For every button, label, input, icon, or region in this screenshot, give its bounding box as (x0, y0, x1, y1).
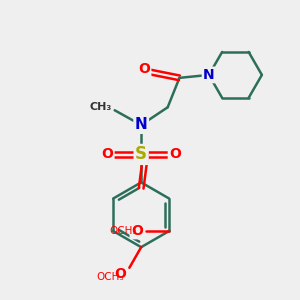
Text: OCH₃: OCH₃ (96, 272, 124, 282)
Text: N: N (135, 118, 148, 133)
Text: O: O (138, 62, 150, 76)
Text: S: S (135, 146, 147, 164)
Text: CH₃: CH₃ (89, 102, 112, 112)
Text: N: N (203, 68, 215, 82)
Text: OCH₃: OCH₃ (109, 226, 137, 236)
Text: O: O (169, 147, 181, 161)
Text: O: O (115, 267, 127, 281)
Text: O: O (131, 224, 143, 238)
Text: O: O (101, 147, 113, 161)
